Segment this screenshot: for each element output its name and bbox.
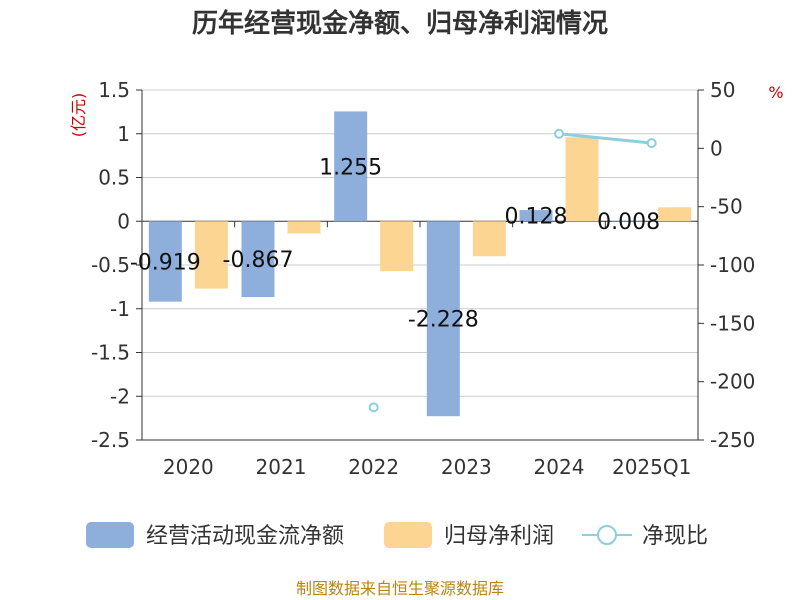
ratio-line-segment [558,132,652,145]
left-tick-label: 1 [117,122,130,146]
bars [148,111,692,417]
x-tick-label: 2023 [441,455,492,479]
cashflow-bar [519,210,553,222]
axes: 1.5 1 0.5 0 -0.5 -1 -1.5 -2 -2.5 50 0 -50 -100 -150 -2… [91,78,755,479]
left-tick-label: 0 [117,209,130,233]
left-tick-label: -0.5 [91,253,130,277]
legend-swatch-profit [384,522,432,548]
x-tick-label: 2020 [163,455,214,479]
cashflow-bar [612,220,646,222]
chart-title: 历年经营现金净额、归母净利润情况 [192,8,608,39]
ratio-line [368,128,657,413]
legend: 经营活动现金流净额 归母净利润 净现比 [86,522,708,549]
profit-bar [194,221,228,289]
cashflow-data-label: 1.255 [319,155,382,180]
right-tick-label: -250 [710,428,755,452]
cashflow-data-label: 0.128 [505,205,568,230]
source-note: 制图数据来自恒生聚源数据库 [296,579,504,598]
legend-label-ratio: 净现比 [642,524,708,549]
x-tick-label: 2025Q1 [612,455,691,479]
x-tick-label: 2021 [256,455,307,479]
legend-swatch-cashflow [86,522,134,548]
legend-marker-ratio [597,525,617,545]
data-labels: -0.919 -0.867 1.255 -2.228 0.128 0.008 [130,155,660,332]
ratio-point [368,402,379,413]
cashflow-data-label: -0.919 [130,250,201,275]
right-axis-unit: % [768,83,783,102]
right-tick-label: -100 [710,253,755,277]
right-tick-label: -50 [710,195,743,219]
cashflow-data-label: -0.867 [223,248,294,273]
cashflow-bar [241,221,275,298]
profit-bar [565,137,599,222]
left-tick-label: -1 [110,297,130,321]
profit-bar [658,207,692,222]
cashflow-data-label: -2.228 [408,308,479,333]
x-tick-label: 2024 [534,455,585,479]
right-tick-label: 50 [710,78,735,102]
legend-label-profit: 归母净利润 [444,524,554,549]
ratio-point [554,128,564,139]
right-tick-label: 0 [710,136,723,160]
cashflow-bar [148,221,182,302]
right-tick-label: -150 [710,311,755,335]
ratio-point [646,138,657,149]
right-tick-label: -200 [710,370,755,394]
profit-bar [287,221,321,234]
profit-bar [380,221,414,272]
cashflow-bar [334,111,368,222]
left-tick-label: 1.5 [98,78,130,102]
profit-bar [472,221,506,257]
cashflow-bar [426,221,460,417]
x-tick-label: 2022 [348,455,399,479]
left-tick-label: -1.5 [91,341,130,365]
legend-label-cashflow: 经营活动现金流净额 [146,524,344,549]
left-tick-label: -2 [110,384,130,408]
left-tick-label: 0.5 [98,166,130,190]
left-axis-unit: (亿元) [69,93,88,138]
cashflow-data-label: 0.008 [597,210,660,235]
left-tick-label: -2.5 [91,428,130,452]
